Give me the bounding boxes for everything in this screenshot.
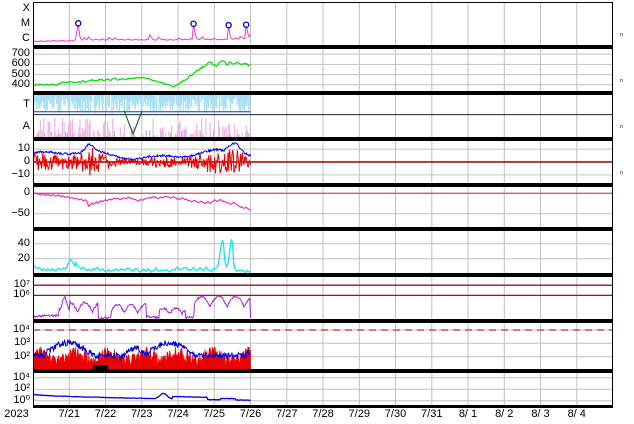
ytick-xray-flare-class-0: X bbox=[22, 2, 30, 15]
ytick-dst-index-1: −50 bbox=[11, 206, 30, 219]
x-tick-9: 7/30 bbox=[384, 408, 407, 420]
x-tick-10: 7/31 bbox=[421, 408, 443, 420]
panel-separator bbox=[33, 274, 613, 276]
panel-separator bbox=[33, 406, 613, 408]
x-tick-6: 7/27 bbox=[276, 408, 298, 420]
panel-kp-ae-index bbox=[33, 230, 613, 274]
ytick-magnetosphere-aurora-bars-0: T bbox=[23, 98, 30, 110]
x-tick-2: 7/23 bbox=[131, 408, 153, 420]
right-margin-mark: n bbox=[620, 170, 623, 176]
x-tick-1: 7/22 bbox=[94, 408, 117, 420]
ytick-proton-flux-log-2: 10² bbox=[14, 349, 30, 362]
ytick-electron-flux-log-1: 10⁶ bbox=[13, 288, 30, 301]
ytick-xray-flare-class-1: M bbox=[20, 17, 30, 29]
ytick-kp-ae-index-0: 40 bbox=[17, 236, 30, 249]
ytick-proton-flux-log-1: 10³ bbox=[14, 336, 30, 349]
right-margin-mark: n bbox=[620, 78, 623, 84]
panel-separator bbox=[33, 138, 613, 140]
ytick-dst-index-0: 0 bbox=[23, 186, 30, 199]
panel-separator bbox=[33, 184, 613, 186]
panel-separator bbox=[33, 228, 613, 230]
ytick-solar-wind-speed-3: 400 bbox=[11, 77, 30, 90]
ytick-solar-wind-speed-2: 500 bbox=[11, 67, 30, 80]
x-axis-year: 2023 bbox=[4, 408, 29, 420]
ytick-kp-ae-index-1: 20 bbox=[17, 251, 30, 264]
panel-separator bbox=[33, 92, 613, 94]
ytick-proton-flux-log-0: 10⁴ bbox=[13, 323, 30, 335]
panel-solar-wind-speed bbox=[33, 48, 613, 92]
panel-imf-bt-bz bbox=[33, 140, 613, 184]
ytick-magnetosphere-aurora-bars-1: A bbox=[22, 120, 30, 132]
x-tick-14: 8/ 4 bbox=[567, 408, 586, 420]
x-tick-3: 7/24 bbox=[167, 408, 189, 420]
ytick-xray-flare-class-2: C bbox=[22, 31, 30, 44]
ytick-low-energy-proton-log-0: 10⁴ bbox=[13, 370, 30, 383]
ytick-low-energy-proton-log-2: 10⁰ bbox=[13, 393, 30, 406]
panel-xray-flare-class bbox=[33, 2, 613, 46]
ytick-electron-flux-log-0: 10⁷ bbox=[13, 278, 30, 291]
right-margin-mark: n bbox=[620, 32, 623, 38]
panel-magnetosphere-aurora-bars bbox=[33, 94, 613, 138]
x-tick-5: 7/26 bbox=[239, 408, 262, 420]
x-tick-7: 7/28 bbox=[312, 408, 334, 420]
panel-low-energy-proton-log bbox=[33, 372, 613, 406]
panel-separator bbox=[33, 320, 613, 322]
ytick-imf-bt-bz-1: 0 bbox=[23, 155, 30, 167]
panel-separator bbox=[33, 46, 613, 48]
ytick-imf-bt-bz-2: −10 bbox=[11, 167, 30, 180]
x-tick-12: 8/ 2 bbox=[495, 408, 514, 420]
right-margin-mark: n bbox=[620, 124, 623, 130]
x-tick-8: 7/29 bbox=[348, 408, 370, 420]
ytick-imf-bt-bz-0: 10 bbox=[17, 142, 30, 155]
x-tick-11: 8/ 1 bbox=[458, 408, 478, 420]
ytick-low-energy-proton-log-1: 10² bbox=[14, 382, 30, 395]
x-tick-0: 7/21 bbox=[58, 408, 80, 420]
ytick-solar-wind-speed-1: 600 bbox=[11, 57, 30, 70]
x-tick-4: 7/25 bbox=[203, 408, 225, 420]
panel-separator bbox=[33, 370, 613, 372]
panel-dst-index bbox=[33, 186, 613, 228]
ytick-solar-wind-speed-0: 700 bbox=[11, 47, 30, 60]
panel-electron-flux-log bbox=[33, 276, 613, 320]
panel-proton-flux-log bbox=[33, 322, 613, 370]
x-tick-13: 8/ 3 bbox=[531, 408, 550, 420]
